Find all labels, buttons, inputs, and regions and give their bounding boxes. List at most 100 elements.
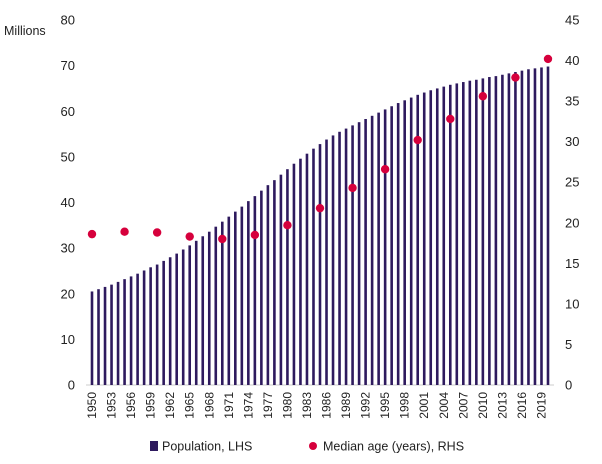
population-bar-1951 [97,289,100,385]
population-bar-1979 [279,174,283,385]
population-bar-2013 [501,74,504,385]
population-bar-1988 [338,131,341,385]
x-tick-label: 1983 [300,392,314,419]
population-bar-1975 [253,196,257,385]
population-bar-1974 [247,201,250,385]
population-bar-2000 [416,94,420,385]
population-bar-1990 [351,125,354,385]
x-tick-label: 2016 [515,392,529,419]
right-tick-label: 10 [565,296,579,311]
population-bar-1950 [90,291,94,385]
left-tick-label: 40 [61,195,75,210]
population-bar-1961 [162,260,165,385]
population-bar-1969 [214,226,218,385]
x-tick-label: 1989 [339,392,353,419]
x-tick-label: 1995 [378,392,392,419]
population-bar-2004 [442,86,446,386]
x-tick-label: 2013 [495,392,509,419]
x-tick-label: 1953 [105,392,119,419]
population-bar-2010 [481,78,485,386]
median-age-point-1950 [87,229,97,239]
x-tick-label: 1980 [280,392,294,419]
population-bar-1997 [396,103,400,385]
right-tick-label: 15 [565,256,579,271]
population-bar-2012 [494,76,498,386]
right-tick-label: 30 [565,134,579,149]
right-tick-label: 45 [565,13,579,28]
population-bar-2009 [475,79,478,386]
x-tick-label: 1968 [202,392,216,419]
population-bar-1989 [344,128,348,385]
median-age-point-1960 [152,228,162,237]
x-tick-label: 1977 [261,392,275,419]
median-age-point-2005 [446,114,455,124]
median-age-point-2015 [511,73,520,82]
population-bar-1982 [299,158,302,385]
x-tick-label: 2001 [417,392,431,419]
population-bar-1995 [383,109,387,386]
median-age-point-1965 [185,232,194,241]
population-bar-2005 [448,84,452,385]
median-age-point-2010 [478,92,488,101]
right-tick-label: 20 [565,215,579,230]
median-age-point-2000 [413,135,422,145]
population-bar-1983 [305,153,309,385]
population-bar-1980 [286,169,289,385]
population-bar-2003 [435,88,439,385]
population-bar-1956 [129,276,133,385]
legend: Population, LHS Median age (years), RHS [150,440,464,454]
x-tick-label: 1986 [320,392,334,419]
population-bar-1976 [260,190,263,385]
population-bar-1973 [240,206,244,385]
x-tick-label: 1950 [85,392,99,419]
left-tick-label: 60 [61,104,75,119]
x-tick-label: 1962 [163,392,177,419]
population-bar-1968 [207,231,211,385]
legend-population-label: Population, LHS [162,440,252,454]
population-bar-1966 [194,240,198,385]
population-bar-2008 [468,80,472,386]
population-bar-2018 [533,68,537,386]
population-bar-2002 [429,90,433,385]
population-bar-1972 [234,211,237,386]
population-bar-2001 [422,92,426,385]
left-tick-label: 80 [61,13,75,28]
median-age-point-1970 [218,234,227,244]
population-bar-1955 [123,279,126,385]
population-bar-1960 [155,264,159,385]
population-bar-1952 [103,286,107,385]
legend-median-age-swatch [309,442,317,450]
population-bar-1993 [370,115,374,385]
x-tick-label: 2007 [456,392,470,419]
population-bar-1957 [136,273,139,385]
left-tick-label: 20 [61,286,75,301]
x-tick-label: 1974 [241,392,255,419]
median-age-point-1955 [120,227,129,236]
population-bar-1954 [116,281,120,385]
left-tick-label: 50 [61,149,75,164]
x-tick-label: 2019 [534,392,548,419]
population-bar-1953 [110,284,113,386]
x-tick-label: 1959 [144,392,158,419]
population-bar-1986 [325,139,328,385]
population-bar-2014 [507,73,511,385]
population-bar-2007 [462,82,465,386]
population-bar-1991 [357,122,361,385]
x-tick-label: 1992 [359,392,373,419]
median-age-point-1990 [348,183,357,193]
x-tick-label: 1965 [183,392,197,419]
population-bar-2015 [514,72,517,385]
population-bar-1970 [220,221,224,385]
population-bar-1999 [409,97,413,385]
right-tick-label: 40 [565,53,579,68]
population-bar-2011 [488,77,491,385]
right-tick-label: 5 [565,337,572,352]
x-tick-label: 1998 [398,392,412,419]
population-bar-1959 [149,267,152,385]
left-axis-title: Millions [4,24,46,38]
population-bar-2017 [527,69,530,386]
population-bar-2016 [520,70,524,385]
population-bar-1996 [390,106,393,385]
population-bar-2006 [455,83,459,386]
